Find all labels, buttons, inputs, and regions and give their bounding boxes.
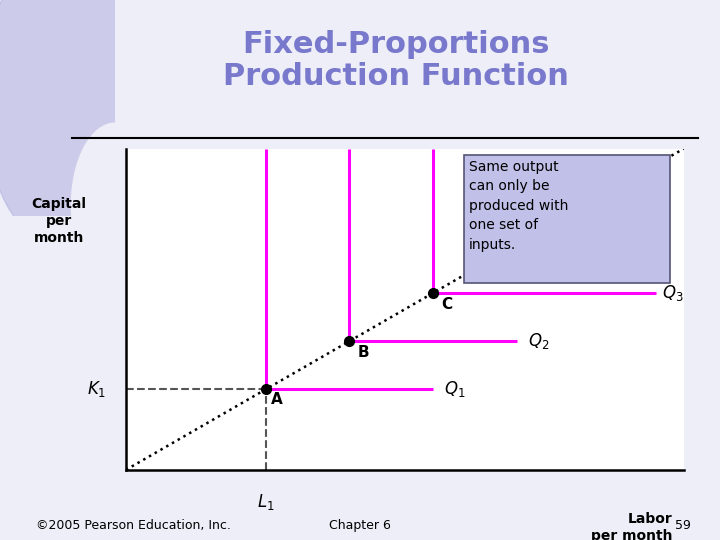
Text: $L_1$: $L_1$ [257,492,274,512]
Text: Production Function: Production Function [223,62,569,91]
FancyBboxPatch shape [464,155,670,284]
Text: Labor
per month: Labor per month [591,511,673,540]
Text: $Q_2$: $Q_2$ [528,331,549,352]
Text: $K_1$: $K_1$ [87,380,107,400]
Circle shape [71,123,159,287]
Text: A: A [271,392,283,407]
Text: ©2005 Pearson Education, Inc.: ©2005 Pearson Education, Inc. [36,519,231,532]
Text: Fixed-Proportions: Fixed-Proportions [242,30,550,59]
Text: Chapter 6: Chapter 6 [329,519,391,532]
Text: Same output
can only be
produced with
one set of
inputs.: Same output can only be produced with on… [469,160,569,252]
Text: Capital
per
month: Capital per month [32,197,86,245]
Circle shape [0,0,144,248]
Text: $Q_1$: $Q_1$ [444,380,466,400]
Text: C: C [441,297,452,312]
Text: 59: 59 [675,519,691,532]
Text: B: B [358,346,369,360]
Text: $Q_3$: $Q_3$ [662,283,683,303]
